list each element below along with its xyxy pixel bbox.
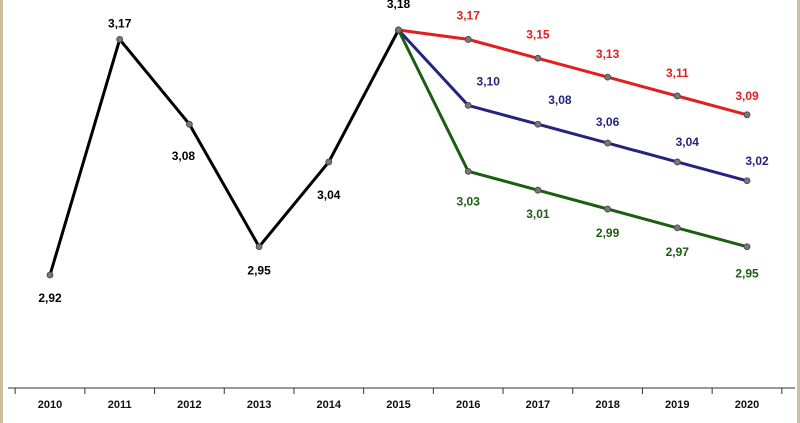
data-label-high: 3,09 <box>735 89 759 103</box>
data-label-low: 3,03 <box>457 194 481 208</box>
data-label-medium: 3,10 <box>477 74 501 88</box>
data-label-low: 3,01 <box>526 207 550 221</box>
series-line-medium <box>397 28 748 183</box>
data-label-high: 3,11 <box>666 66 689 80</box>
x-tick-label: 2013 <box>247 399 271 411</box>
x-tick-label: 2012 <box>177 399 201 411</box>
data-point-low <box>604 205 611 213</box>
data-point-high <box>534 54 542 62</box>
data-label-medium: 3,06 <box>596 115 620 129</box>
data-point-medium <box>464 101 472 109</box>
data-label-high: 3,13 <box>596 47 620 61</box>
data-point-historical <box>255 243 263 251</box>
data-label-historical: 3,17 <box>108 16 132 30</box>
data-point-high <box>604 73 611 81</box>
data-point-low <box>743 243 751 251</box>
data-label-historical: 3,08 <box>172 149 196 163</box>
data-label-historical: 2,95 <box>247 264 271 278</box>
data-point-high <box>673 92 681 100</box>
data-point-historical <box>185 120 193 128</box>
x-tick-label: 2020 <box>735 399 759 411</box>
x-tick-label: 2019 <box>665 399 689 411</box>
data-point-historical <box>116 36 124 43</box>
series-line-historical <box>48 29 400 276</box>
data-label-low: 2,95 <box>735 267 759 281</box>
data-point-medium <box>534 120 542 128</box>
x-tick-label: 2010 <box>38 399 62 411</box>
data-point-medium <box>604 139 611 147</box>
x-tick-label: 2017 <box>526 399 550 411</box>
data-label-medium: 3,08 <box>548 93 572 107</box>
data-point-low <box>395 26 402 34</box>
data-point-medium <box>673 158 681 166</box>
data-point-historical <box>325 158 333 166</box>
data-point-medium <box>743 177 751 185</box>
data-label-high: 3,15 <box>526 27 550 41</box>
data-point-low <box>534 186 542 194</box>
data-point-low <box>464 167 472 175</box>
series-line-low <box>397 29 748 249</box>
series-line-high <box>398 28 748 117</box>
x-tick-label: 2016 <box>456 399 480 411</box>
data-label-medium: 3,02 <box>745 154 769 168</box>
x-tick-label: 2015 <box>386 399 410 411</box>
data-point-high <box>464 36 472 43</box>
data-label-low: 2,97 <box>666 245 690 259</box>
data-label-high: 3,17 <box>457 8 481 22</box>
data-point-historical <box>46 271 54 279</box>
data-label-historical: 3,18 <box>387 0 411 11</box>
x-tick-label: 2018 <box>595 399 619 411</box>
data-point-high <box>743 111 751 119</box>
data-label-low: 2,99 <box>596 226 620 240</box>
data-label-historical: 3,04 <box>317 188 341 202</box>
data-point-low <box>673 224 681 232</box>
x-tick-label: 2011 <box>108 399 132 411</box>
x-tick-label: 2014 <box>317 399 342 411</box>
data-label-medium: 3,04 <box>676 135 700 149</box>
data-label-historical: 2,92 <box>38 291 62 305</box>
